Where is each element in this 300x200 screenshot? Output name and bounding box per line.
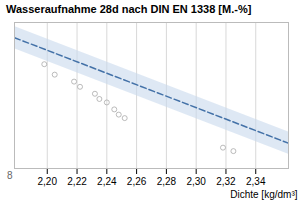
svg-text:2,22: 2,22 [67,176,87,187]
svg-text:2,28: 2,28 [157,176,177,187]
svg-text:Dichte [kg/dm³]: Dichte [kg/dm³] [230,189,297,200]
svg-text:8: 8 [7,170,13,181]
svg-text:2,30: 2,30 [186,176,206,187]
svg-text:2,24: 2,24 [97,176,117,187]
svg-text:2,20: 2,20 [38,176,58,187]
svg-text:2,26: 2,26 [127,176,147,187]
svg-text:2,32: 2,32 [216,176,236,187]
html-text:Wasseraufnahme 28d nach DIN EN: Wasseraufnahme 28d nach DIN EN 1338 [M.-… [6,3,252,15]
svg-text:2,34: 2,34 [246,176,266,187]
